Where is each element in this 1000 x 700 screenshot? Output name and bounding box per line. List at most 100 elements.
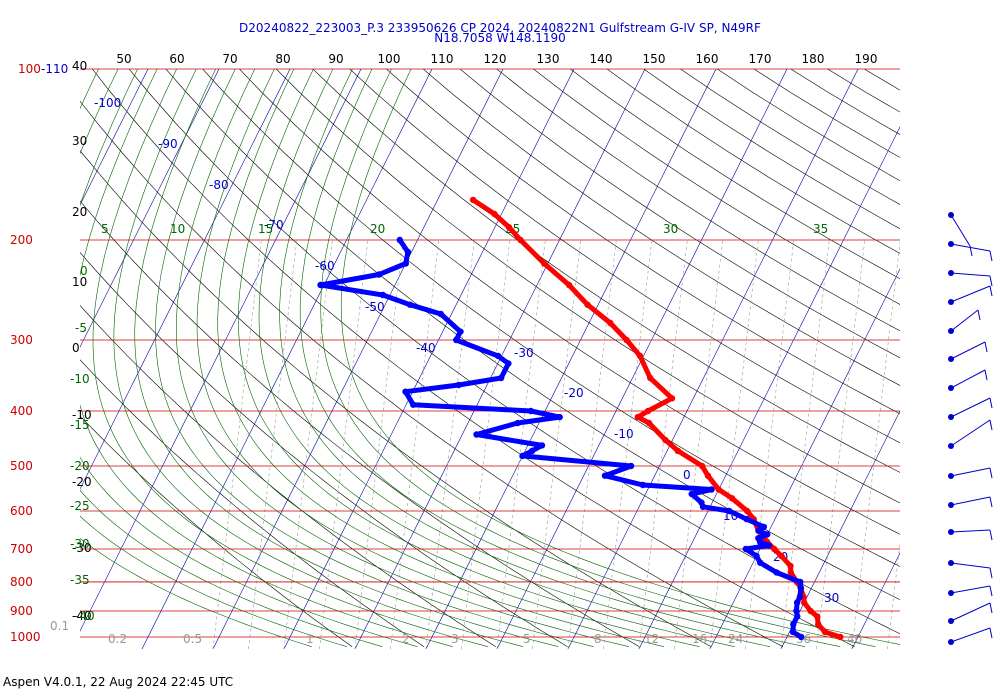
dry-adiabat-line [91,69,855,647]
left-axis-label: -40 [72,609,92,623]
mixing-ratio-label: 0.1 [50,619,69,633]
isotherm-line [709,268,900,650]
dewpoint-point [790,621,797,628]
moist-adiabat-line [258,69,770,647]
pressure-label: 1000 [10,630,41,644]
dry-adiabat-line [239,69,900,535]
temperature-point [801,599,808,606]
dewpoint-point [797,584,804,592]
mixing-ratio-line [887,540,900,650]
dry-adiabat-line [385,69,900,415]
footer-software-version: Aspen V4.0.1, 22 Aug 2024 22:45 UTC [3,675,234,689]
dewpoint-point [742,545,749,553]
dewpoint-point [760,523,768,531]
isotherm-label: -10 [614,427,634,441]
dry-adiabat-line [496,69,900,332]
dewpoint-point [757,559,764,566]
wind-barb-shaft [950,562,991,569]
theta-label: 140 [590,52,613,66]
theta-label: 90 [328,52,343,66]
theta-e-label: 5 [101,222,109,236]
isotherm-line [80,69,291,490]
wind-barb-shaft [950,214,971,247]
theta-label: 110 [431,52,454,66]
mixing-ratio-line [425,239,475,650]
temperature-point [815,621,822,628]
moist-adiabat-line [340,69,900,645]
dry-adiabat-line [202,69,900,567]
left-axis-label: 30 [72,134,87,148]
trace-layer [317,196,844,641]
dewpoint-point [765,542,773,549]
dewpoint-point [404,248,412,256]
theta-e-label: 35 [813,222,828,236]
mixing-ratio-line [390,239,440,650]
left-axis-label: 0 [72,341,80,355]
wind-barb-shaft [950,285,991,303]
dewpoint-trace-line [318,237,804,640]
theta-label: 160 [696,52,719,66]
dewpoint-point [793,607,800,615]
dewpoint-point [494,352,502,360]
wind-barb-column [948,212,993,645]
mixing-ratio-line [283,239,333,650]
moist-adiabat-line [80,69,418,647]
mixing-ratio-label: 2 [402,632,410,646]
left-axis-label: 10 [72,275,87,289]
left-axis-label: -30 [72,541,92,555]
moist-adiabat-line [237,69,735,647]
dewpoint-point [789,628,797,636]
moist-adiabat-line [92,69,489,647]
dry-adiabat-line [128,69,900,635]
temperature-point [491,210,498,218]
isotherm-line [851,552,900,650]
isotherm-line [0,56,83,649]
temperature-point [674,447,681,454]
isotherm-line [212,69,504,650]
isotherm-line [638,126,900,650]
isotherm-label: -100 [94,96,121,110]
dewpoint-point [755,535,762,542]
temperature-point [469,196,477,204]
isotherm-label: 30 [824,591,839,605]
wind-barb-shaft [950,585,991,594]
sounding-title-line2: N18.7058 W148.1190 [434,31,566,45]
temperature-point [728,495,736,502]
temperature-point [623,336,630,344]
moist-adiabat-line [80,69,453,647]
mixing-ratio-line [851,240,900,650]
temperature-point [821,628,829,636]
wind-barb-feather [989,567,993,579]
temperature-point [647,374,654,382]
wind-barb-feather [989,419,993,431]
mixing-ratio-label: 0.2 [108,632,127,646]
theta-label: 150 [643,52,666,66]
temperature-point [715,486,722,493]
dry-adiabat-line [80,200,640,647]
mixing-ratio-label: 12 [644,632,659,646]
dewpoint-point [601,472,609,479]
temperature-point [704,472,712,479]
theta-e-label: 15 [258,222,273,236]
isotherm-label: -20 [564,386,584,400]
moist-adiabat-line [279,69,806,647]
left-axis-label: 40 [72,59,87,73]
wind-barb-shaft [950,529,991,533]
moist-adiabat-line [155,69,594,647]
wind-barb-feather [989,275,993,287]
dewpoint-point [437,310,444,318]
pressure-label: 800 [10,575,33,589]
isotherm-label: -50 [365,300,385,314]
dry-adiabat-line [459,69,900,359]
temperature-point [778,552,785,560]
theta-label: 70 [222,52,237,66]
dewpoint-point [793,599,801,606]
temperature-point [584,301,591,308]
dewpoint-point [457,328,464,335]
wind-barb-feather [989,585,993,597]
temperature-point [636,352,644,360]
mixing-ratio-line [745,239,795,650]
theta-e-label: -15 [70,418,90,432]
mixing-ratio-line [709,239,759,650]
isotherm-label: -30 [514,346,534,360]
